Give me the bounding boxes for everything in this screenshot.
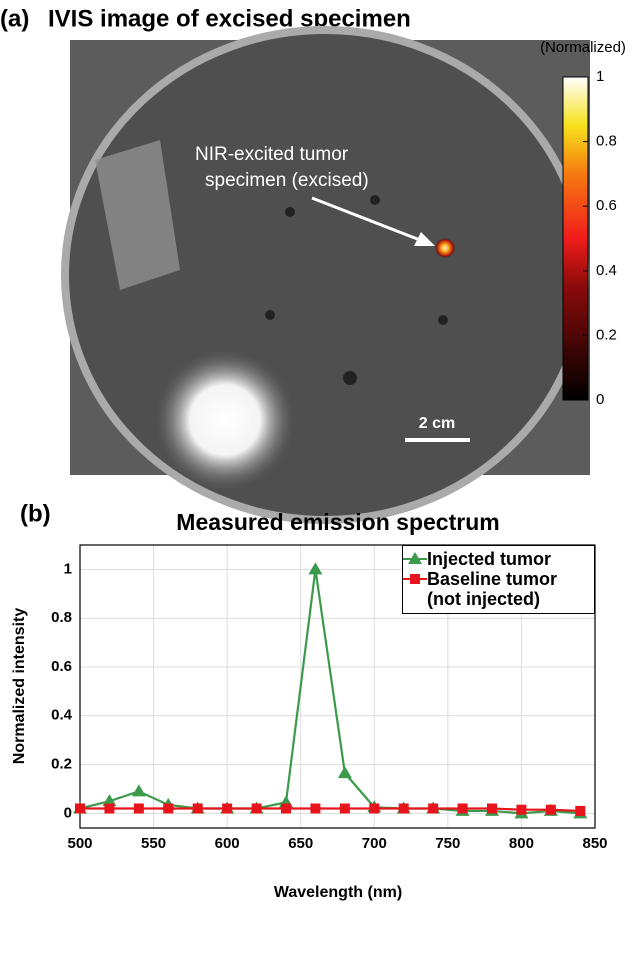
- legend-label: Baseline tumor (not injected): [427, 569, 558, 609]
- film: [95, 140, 180, 290]
- colorbar-tick-label: 0.4: [596, 262, 617, 279]
- x-tick-label: 500: [67, 835, 92, 852]
- legend-marker: [410, 574, 420, 584]
- marker: [308, 562, 323, 575]
- legend-label: Injected tumor: [427, 549, 552, 569]
- marker: [516, 804, 527, 815]
- marker: [575, 805, 586, 816]
- spot: [343, 371, 357, 385]
- legend-icon: [403, 552, 427, 564]
- annotation: specimen (excised): [205, 170, 369, 191]
- y-axis-label: Normalized intensity: [11, 608, 28, 765]
- marker: [131, 784, 146, 797]
- spot: [285, 207, 295, 217]
- reflection: [155, 350, 295, 490]
- marker: [398, 803, 409, 814]
- marker: [487, 803, 497, 814]
- marker: [310, 803, 321, 814]
- spot: [438, 315, 448, 325]
- colorbar-tick-label: 0: [596, 391, 604, 408]
- colorbar-label: (Normalized): [540, 39, 626, 56]
- marker: [281, 803, 291, 814]
- y-tick-label: 0.8: [51, 609, 72, 626]
- x-tick-label: 600: [215, 835, 240, 852]
- marker: [104, 803, 115, 814]
- colorbar-tick-label: 0.2: [596, 326, 617, 343]
- x-tick-label: 800: [509, 835, 534, 852]
- marker: [102, 794, 117, 807]
- panel-label: (a): [0, 5, 29, 32]
- arrow-head: [414, 232, 435, 246]
- legend-entry: Baseline tumor (not injected): [403, 569, 594, 609]
- colorbar-tick-label: 0.8: [596, 133, 617, 150]
- marker: [163, 803, 174, 814]
- y-tick-label: 0.6: [51, 658, 72, 675]
- x-tick-label: 750: [435, 835, 460, 852]
- x-tick-label: 700: [362, 835, 387, 852]
- spot: [265, 310, 275, 320]
- marker: [75, 803, 85, 814]
- y-tick-label: 1: [64, 560, 72, 577]
- x-axis-label: Wavelength (nm): [274, 884, 402, 901]
- legend: Injected tumor Baseline tumor (not inject…: [402, 545, 595, 614]
- x-tick-label: 650: [288, 835, 313, 852]
- marker: [545, 804, 556, 815]
- marker: [222, 803, 233, 814]
- x-tick-label: 850: [582, 835, 607, 852]
- ivis-image: NIR-excited tumor specimen (excised) 2 c…: [61, 26, 590, 524]
- arrow: [311, 196, 421, 242]
- y-tick-label: 0: [64, 804, 72, 821]
- marker: [428, 803, 439, 814]
- y-tick-label: 0.4: [51, 707, 73, 724]
- marker: [133, 803, 144, 814]
- colorbar-tick-label: 0.6: [596, 197, 617, 214]
- marker: [457, 803, 468, 814]
- marker: [337, 766, 352, 779]
- legend-marker: [408, 552, 422, 564]
- legend-icon: [403, 574, 427, 584]
- x-tick-label: 550: [141, 835, 166, 852]
- chart-title: Measured emission spectrum: [176, 509, 499, 535]
- plot-frame: [79, 544, 596, 829]
- series-line: [80, 807, 581, 813]
- marker: [369, 803, 380, 814]
- annotation: NIR-excited tumor: [195, 144, 349, 165]
- marker: [251, 803, 262, 814]
- colorbar: [562, 76, 589, 401]
- y-tick-label: 0.2: [51, 756, 72, 773]
- tumor-signal: [435, 238, 455, 258]
- marker: [339, 803, 350, 814]
- legend-entry: Injected tumor: [403, 549, 594, 569]
- panel-label: (b): [20, 500, 51, 527]
- marker: [192, 803, 203, 814]
- scale-bar-label: 2 cm: [419, 415, 455, 432]
- colorbar-tick-label: 1: [596, 68, 604, 85]
- spot: [370, 195, 380, 205]
